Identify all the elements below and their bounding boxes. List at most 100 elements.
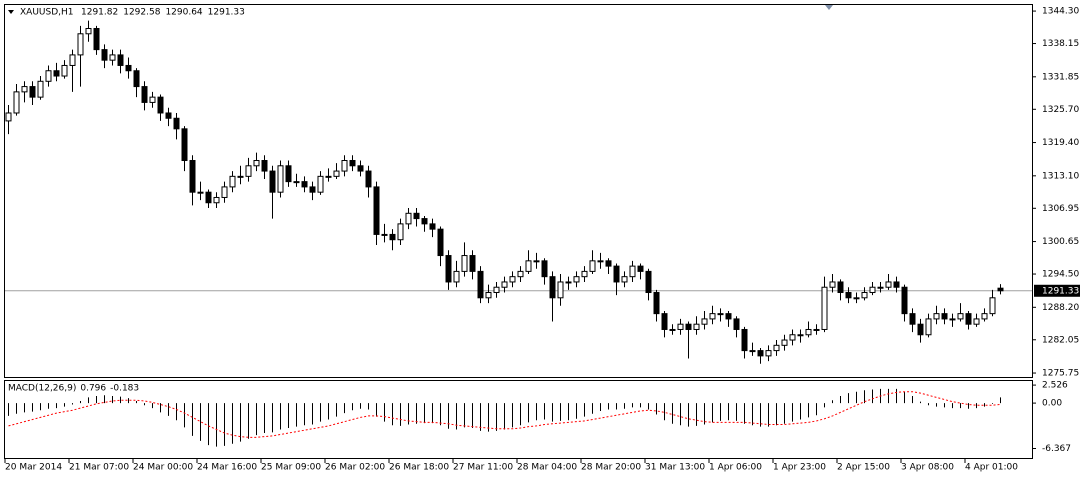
candle-body <box>453 270 460 283</box>
x-tick-label: 27 Mar 11:00 <box>453 463 513 473</box>
y-tick-label: 1313.10 <box>1042 171 1079 181</box>
candle-body <box>757 350 764 357</box>
candle-body <box>77 33 84 56</box>
x-tick-label: 28 Mar 04:00 <box>517 463 577 473</box>
candle-body <box>957 313 964 320</box>
candle-body <box>877 286 884 289</box>
candle-body <box>605 260 612 267</box>
candle-body <box>109 54 116 61</box>
header-value: 1291.33 <box>208 8 245 18</box>
candle-body <box>277 165 284 193</box>
candle-body <box>965 313 972 325</box>
candle-body <box>829 281 836 288</box>
candle-body <box>261 160 268 172</box>
candle-body <box>245 165 252 177</box>
macd-signal <box>8 391 1001 438</box>
candle-body <box>597 260 604 263</box>
candle-body <box>429 223 436 230</box>
y-tick-label: 1275.75 <box>1042 369 1079 379</box>
macd-panel <box>4 380 1033 459</box>
x-tick-label: 21 Mar 07:00 <box>69 463 129 473</box>
candle-body <box>317 175 324 193</box>
candle-body <box>93 27 100 51</box>
candle-body <box>781 339 788 346</box>
candle-body <box>621 276 628 283</box>
candle-body <box>269 170 276 193</box>
candle-body <box>357 165 364 172</box>
candle-body <box>141 86 148 103</box>
candle-body <box>237 175 244 178</box>
candle-body <box>581 270 588 278</box>
candle-body <box>61 64 68 77</box>
candle-body <box>573 276 580 283</box>
header-value: 1291.82 <box>81 8 118 18</box>
candle-body <box>389 233 396 241</box>
candle-body <box>53 70 60 77</box>
y-tick-label: 1306.95 <box>1042 204 1079 214</box>
candle-body <box>333 170 340 177</box>
candle-body <box>189 160 196 193</box>
candle-body <box>509 276 516 283</box>
candle-body <box>837 281 844 294</box>
candle-body <box>437 228 444 257</box>
candle-body <box>869 286 876 294</box>
candle-body <box>501 281 508 288</box>
candle-body <box>13 91 20 114</box>
x-tick-label: 1 Apr 23:00 <box>773 463 826 473</box>
x-tick-label: 2 Apr 15:00 <box>837 463 890 473</box>
macd-y-tick-label: -6.367 <box>1042 444 1071 454</box>
candle-body <box>125 64 132 72</box>
symbol-title: XAUUSD,H1 <box>20 8 74 18</box>
candle-body <box>637 265 644 272</box>
macd-value: 0.796 <box>80 384 106 394</box>
x-tick-label: 26 Mar 18:00 <box>389 463 449 473</box>
candle-body <box>349 160 356 167</box>
candle-body <box>925 318 932 336</box>
candle-body <box>853 297 860 300</box>
x-tick-label: 20 Mar 2014 <box>5 463 62 473</box>
y-tick-label: 1294.50 <box>1042 270 1079 280</box>
candle-body <box>325 175 332 178</box>
candle-body <box>157 96 164 114</box>
y-tick-label: 1344.30 <box>1042 7 1079 17</box>
y-tick-label: 1338.15 <box>1042 39 1079 49</box>
candle-body <box>933 313 940 320</box>
candle-body <box>45 70 52 82</box>
candle-body <box>517 270 524 278</box>
candle-body <box>797 334 804 337</box>
candle-body <box>805 328 812 336</box>
candle-body <box>101 49 108 61</box>
candle-body <box>493 286 500 294</box>
candle-body <box>725 313 732 320</box>
candle-body <box>85 27 92 35</box>
plot: 1344.30 1338.15 1331.85 1325.70 1319.40 1313.… <box>4 7 1080 473</box>
header-value: 1292.58 <box>123 8 160 18</box>
scroll-marker <box>825 5 833 10</box>
candle-body <box>909 313 916 325</box>
candle-body <box>69 54 76 66</box>
candle-body <box>301 181 308 188</box>
y-tick-label: 1282.05 <box>1042 335 1079 345</box>
candle-body <box>733 318 740 330</box>
price-label-box <box>1034 284 1080 297</box>
candle-body <box>549 276 556 299</box>
macd-value: -0.183 <box>110 384 139 394</box>
candle-body <box>37 80 44 98</box>
candle-body <box>669 328 676 331</box>
y-tick-label: 1319.40 <box>1042 138 1079 148</box>
x-tick-label: 26 Mar 02:00 <box>325 463 385 473</box>
price-panel <box>4 4 1033 378</box>
x-tick-label: 24 Mar 16:00 <box>197 463 257 473</box>
candle-body <box>445 255 452 283</box>
x-tick-label: 31 Mar 13:00 <box>645 463 705 473</box>
x-tick-label: 24 Mar 00:00 <box>133 463 193 473</box>
x-tick-label: 1 Apr 06:00 <box>709 463 762 473</box>
menu-arrow <box>8 10 14 14</box>
candle-body <box>821 286 828 330</box>
candle-body <box>477 270 484 299</box>
macd-label: MACD(12,26,9) <box>8 384 76 394</box>
candle-body <box>5 112 12 122</box>
candle-body <box>293 181 300 184</box>
candle-body <box>557 281 564 299</box>
